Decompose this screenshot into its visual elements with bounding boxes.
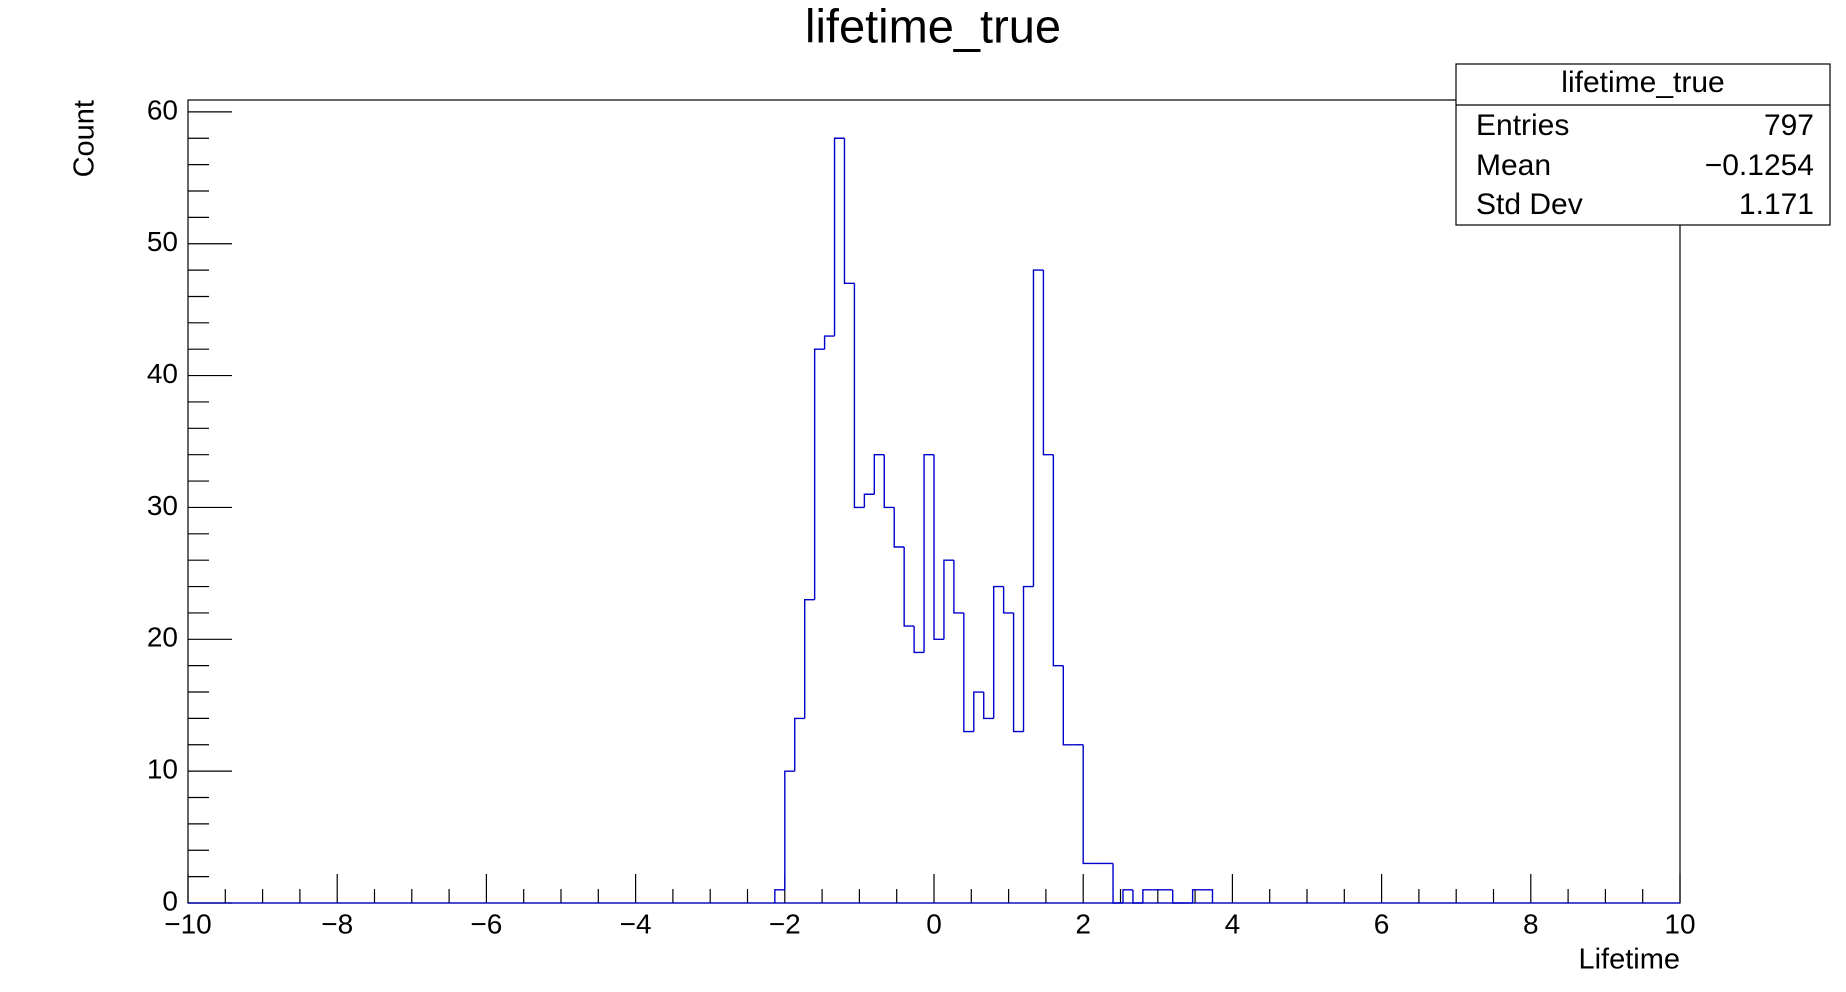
y-axis-label: Count [69,100,101,177]
histogram-bin [1082,744,1094,865]
histogram-bin [1002,586,1014,614]
x-axis-label: Lifetime [1578,944,1680,976]
y-tick-label: 0 [162,885,178,916]
histogram-bin [823,335,835,350]
x-tick-label: −2 [769,908,801,939]
histogram-bin [1132,889,1143,904]
histogram-bin [883,454,895,509]
y-tick-label: 40 [147,358,178,389]
histogram-bin [774,889,785,903]
histogram-bin [1172,889,1183,904]
histogram-bin [813,348,825,600]
histogram-bin [903,546,915,627]
x-tick-label: 2 [1075,908,1091,939]
x-tick-label: 0 [926,908,942,939]
histogram-bin [784,770,795,890]
x-tick-label: 10 [1664,908,1695,939]
y-tick-label: 20 [147,622,178,653]
chart-title: lifetime_true [805,0,1061,52]
histogram-bin [1202,889,1214,903]
histogram-bin [893,507,905,548]
histogram-bin [1122,889,1133,903]
histogram-bin [933,454,944,640]
x-tick-label: 4 [1225,908,1241,939]
stats-value: −0.1254 [1705,149,1814,182]
x-tick-label: −8 [321,908,353,939]
histogram-bin [1052,454,1064,667]
stats-box: lifetime_true Entries 797 Mean −0.1254 S… [1455,63,1831,226]
histogram-bin [873,453,885,495]
histogram-bin [1032,269,1044,587]
stats-frame [1455,63,1831,226]
histogram-bin [803,599,815,719]
histogram-bin [843,138,855,284]
histogram-bin [1022,585,1034,732]
histogram-bin [992,585,1004,719]
histogram-bin [1062,665,1074,746]
y-tick-label: 50 [147,226,178,257]
histogram-bin [913,626,925,654]
histogram-bin [943,559,954,640]
histogram-bin [863,493,875,508]
histogram-bin [1142,889,1153,903]
histogram-bin [794,717,805,772]
stats-value: 797 [1764,109,1814,142]
histogram-bin [853,283,865,509]
histogram-bin [1191,889,1203,903]
x-tick-label: 8 [1523,908,1539,939]
y-tick-label: 60 [147,94,178,125]
y-tick-label: 30 [147,490,178,521]
histogram-bin [953,560,964,614]
x-tick-label: −6 [470,908,502,939]
x-tick-label: 6 [1374,908,1390,939]
stats-label: Std Dev [1476,188,1583,221]
stats-label: Mean [1476,149,1551,182]
y-tick-label: 10 [147,754,178,785]
x-tick-label: −10 [164,908,212,939]
histogram-bin [923,453,934,653]
histogram-bin [973,691,984,732]
x-tick-label: −4 [620,908,652,939]
histogram-bin [1012,612,1024,733]
histogram-bin [833,137,845,337]
histogram-bin [963,612,974,733]
histogram-bin [983,692,994,720]
stats-value: 1.171 [1739,188,1814,221]
histogram-bin [1042,270,1054,456]
stats-title: lifetime_true [1561,66,1724,99]
stats-label: Entries [1476,109,1569,142]
histogram-bin [1112,863,1123,904]
